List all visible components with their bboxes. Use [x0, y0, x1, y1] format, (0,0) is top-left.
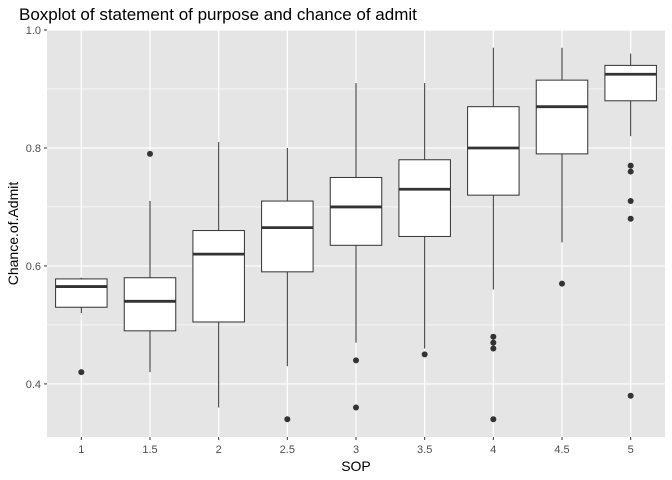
box-iqr	[55, 278, 108, 308]
x-axis-title: SOP	[341, 458, 371, 474]
box-4.5	[535, 47, 589, 287]
box-iqr	[329, 176, 383, 246]
outlier-point	[627, 162, 634, 169]
y-tick-label: 0.8	[26, 143, 41, 155]
y-tick-label: 0.4	[26, 379, 41, 391]
box-iqr	[467, 106, 520, 196]
x-tick-label: 1	[78, 444, 84, 456]
box-4	[467, 47, 520, 423]
box-3.5	[398, 83, 451, 358]
outlier-point	[490, 416, 497, 423]
box-iqr	[192, 230, 245, 323]
outlier-point	[627, 168, 634, 175]
x-tick-label: 3.5	[417, 444, 432, 456]
box-1.5	[123, 150, 177, 373]
x-tick-label: 2.5	[280, 444, 295, 456]
box-iqr	[123, 277, 177, 332]
y-tick-label: 0.6	[26, 261, 41, 273]
chart-title: Boxplot of statement of purpose and chan…	[19, 5, 417, 24]
outlier-point	[490, 333, 497, 340]
box-3	[329, 83, 383, 411]
box-2.5	[261, 147, 314, 423]
outlier-point	[627, 392, 634, 399]
y-axis-ticks: 0.4 0.6 0.8 1.0	[26, 25, 47, 391]
x-tick-label: 4	[490, 444, 496, 456]
box-iqr	[535, 79, 589, 155]
outlier-point	[490, 339, 497, 346]
y-tick-label: 1.0	[26, 25, 41, 37]
outlier-point	[627, 198, 634, 205]
boxplot-series	[55, 47, 657, 423]
box-iqr	[261, 200, 314, 273]
box-iqr	[398, 159, 451, 237]
outlier-point	[147, 150, 153, 157]
outlier-point	[284, 416, 291, 423]
x-tick-label: 2	[216, 444, 222, 456]
box-5	[604, 53, 657, 399]
box-2	[192, 142, 245, 408]
outlier-point	[559, 280, 565, 287]
x-tick-label: 4.5	[554, 444, 569, 456]
outlier-point	[490, 345, 497, 352]
x-tick-label: 1.5	[142, 444, 157, 456]
outlier-point	[627, 215, 634, 222]
outlier-point	[421, 351, 428, 358]
x-tick-label: 5	[628, 444, 634, 456]
box-iqr	[604, 64, 657, 102]
box-1	[55, 277, 108, 376]
outlier-point	[353, 357, 359, 364]
outlier-point	[78, 369, 85, 376]
outlier-point	[353, 404, 359, 411]
x-axis-ticks: 1 1.5 2 2.5 3 3.5 4 4.5 5	[78, 437, 634, 456]
x-tick-label: 3	[353, 444, 359, 456]
y-axis-title: Chance.of.Admit	[5, 182, 21, 286]
